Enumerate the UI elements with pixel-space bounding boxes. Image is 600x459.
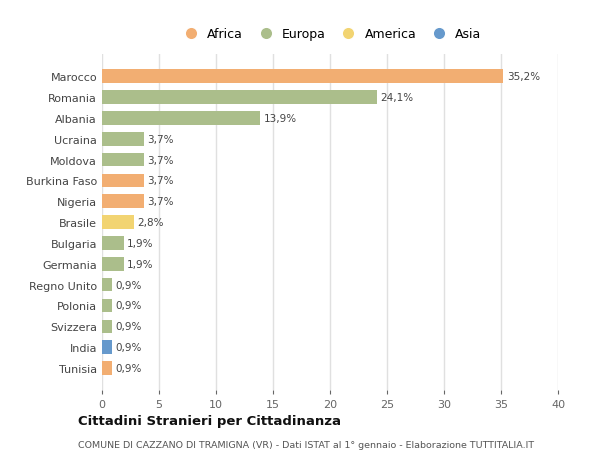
Text: 35,2%: 35,2% [506, 72, 540, 82]
Bar [102, 174, 144, 188]
Bar [102, 70, 503, 84]
Text: 24,1%: 24,1% [380, 93, 413, 103]
Text: 3,7%: 3,7% [148, 197, 174, 207]
Text: 1,9%: 1,9% [127, 259, 154, 269]
Text: 3,7%: 3,7% [148, 134, 174, 145]
Text: 0,9%: 0,9% [116, 280, 142, 290]
Bar [102, 216, 134, 230]
Text: Cittadini Stranieri per Cittadinanza: Cittadini Stranieri per Cittadinanza [78, 414, 341, 428]
Bar [102, 153, 144, 167]
Bar [102, 257, 124, 271]
Text: 13,9%: 13,9% [264, 114, 297, 123]
Text: 0,9%: 0,9% [116, 363, 142, 373]
Text: 0,9%: 0,9% [116, 322, 142, 331]
Bar [102, 320, 112, 333]
Legend: Africa, Europa, America, Asia: Africa, Europa, America, Asia [175, 24, 485, 45]
Text: 3,7%: 3,7% [148, 176, 174, 186]
Text: COMUNE DI CAZZANO DI TRAMIGNA (VR) - Dati ISTAT al 1° gennaio - Elaborazione TUT: COMUNE DI CAZZANO DI TRAMIGNA (VR) - Dat… [78, 441, 534, 449]
Bar [102, 112, 260, 125]
Bar [102, 91, 377, 105]
Text: 2,8%: 2,8% [137, 218, 164, 228]
Bar [102, 299, 112, 313]
Bar [102, 133, 144, 146]
Text: 1,9%: 1,9% [127, 238, 154, 248]
Text: 0,9%: 0,9% [116, 301, 142, 311]
Bar [102, 237, 124, 250]
Bar [102, 278, 112, 292]
Bar [102, 195, 144, 208]
Bar [102, 361, 112, 375]
Text: 0,9%: 0,9% [116, 342, 142, 353]
Bar [102, 341, 112, 354]
Text: 3,7%: 3,7% [148, 155, 174, 165]
